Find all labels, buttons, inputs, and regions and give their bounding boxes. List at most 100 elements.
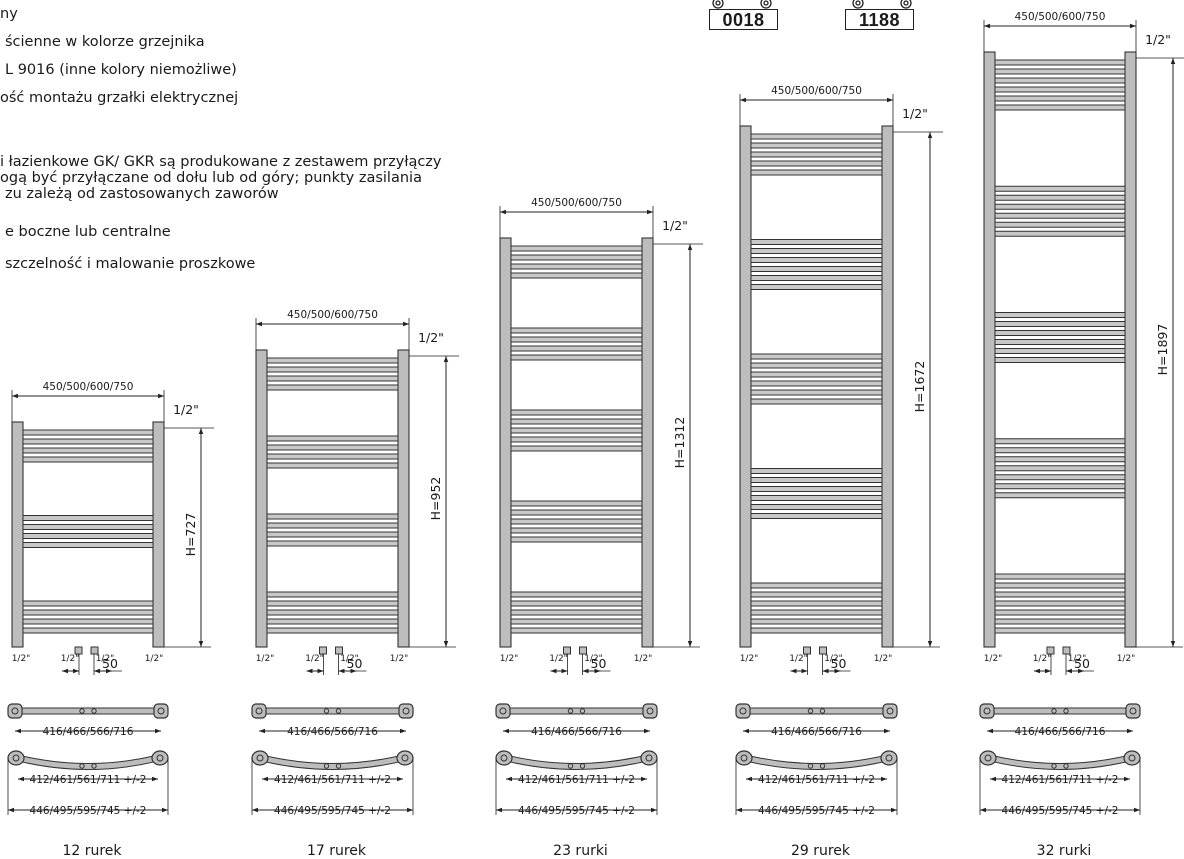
tube (266, 375, 399, 382)
straight-end (495, 703, 511, 719)
tube (994, 438, 1126, 445)
thread-label: 1/2" (305, 654, 324, 664)
tube (510, 536, 643, 543)
curved-outer-label: 446/495/595/745 +/-2 (518, 805, 635, 817)
straight-hole (91, 708, 97, 714)
radiator-3 (495, 206, 703, 815)
curved-inner-label: 412/461/561/711 +/-2 (518, 774, 635, 786)
spec-line: ość montażu grzałki elektrycznej (0, 90, 239, 106)
tube (994, 492, 1126, 499)
curved-hole (335, 763, 342, 769)
tube (266, 444, 399, 451)
arrowhead (550, 668, 557, 674)
thread-label-top: 1/2" (662, 218, 688, 233)
tube (750, 380, 883, 387)
straight-hole (335, 708, 342, 714)
tube (750, 257, 883, 263)
tube (22, 618, 154, 625)
curved-hole (885, 754, 893, 762)
thread-label: 1/2" (984, 654, 1003, 664)
tube (510, 336, 643, 343)
arrowhead (1045, 668, 1051, 674)
tube (510, 345, 643, 352)
arrowhead (927, 132, 933, 138)
tube (22, 438, 154, 445)
tube (750, 513, 883, 519)
tube (510, 600, 643, 607)
spacing-label: 50 (591, 656, 607, 671)
straight-hole (579, 708, 586, 714)
straight-hole (79, 708, 85, 714)
arrowhead (155, 728, 161, 734)
left-rail (11, 421, 24, 648)
straight-top-view (505, 707, 648, 715)
width-label: 450/500/600/750 (1015, 11, 1106, 23)
thread-label-top: 1/2" (418, 330, 444, 345)
tube (266, 435, 399, 442)
arrowhead (743, 728, 749, 734)
straight-hole (983, 707, 991, 715)
straight-end (251, 703, 267, 719)
tube (994, 212, 1126, 219)
arrowhead (500, 209, 506, 215)
tube (510, 245, 643, 252)
tube (994, 77, 1126, 84)
straight-hole (323, 708, 330, 714)
arrowhead (1130, 23, 1136, 29)
straight-hole (819, 708, 826, 714)
tube (266, 531, 399, 538)
spec-line: i łazienkowe GK/ GKR są produkowane z ze… (0, 154, 442, 170)
straight-top-view (17, 707, 159, 715)
right-rail (881, 125, 894, 648)
curved-hole (79, 763, 85, 769)
curved-hole (740, 754, 748, 762)
arrowhead (1078, 668, 1084, 674)
curved-top-view (17, 754, 159, 770)
straight-hole (1129, 707, 1137, 715)
valve-stub (90, 646, 99, 655)
thread-label: 1/2" (145, 654, 164, 664)
tube (750, 468, 883, 474)
tube (22, 542, 154, 548)
arrowhead (740, 97, 746, 103)
straight-end (882, 703, 898, 719)
tube (994, 582, 1126, 589)
arrowhead (641, 776, 647, 782)
curved-inner-label: 412/461/561/711 +/-2 (1002, 774, 1119, 786)
tube (266, 600, 399, 607)
straight-hole (499, 707, 507, 715)
curved-end (640, 750, 658, 766)
curved-end (880, 750, 898, 766)
tube (750, 266, 883, 272)
straight-hole (807, 708, 814, 714)
arrowhead (106, 668, 112, 674)
radiator-5 (979, 20, 1184, 815)
arrowhead (990, 776, 996, 782)
curved-outer-label: 446/495/595/745 +/-2 (1002, 805, 1119, 817)
tube (994, 194, 1126, 201)
right-rail (1124, 51, 1137, 648)
valve-stub (563, 646, 571, 655)
tube (994, 348, 1126, 354)
straight-hole (402, 707, 410, 715)
arrowhead (397, 776, 403, 782)
tube (266, 357, 399, 364)
curved-hole (984, 754, 992, 762)
tube (994, 221, 1126, 228)
straight-end (1125, 703, 1141, 719)
curved-hole (645, 754, 653, 762)
valve-stub (819, 646, 827, 655)
tube (994, 104, 1126, 111)
thread-label-top: 1/2" (902, 106, 928, 121)
arrowhead (350, 668, 357, 674)
arrowhead (984, 23, 990, 29)
tube (750, 627, 883, 634)
arrowhead (594, 668, 601, 674)
spec-line: zu zależą od zastosowanych zaworów (5, 186, 279, 202)
arrowhead (1066, 668, 1072, 674)
arrowhead (582, 668, 589, 674)
radiator-4 (735, 94, 943, 815)
tube (22, 447, 154, 454)
tube (994, 59, 1126, 66)
